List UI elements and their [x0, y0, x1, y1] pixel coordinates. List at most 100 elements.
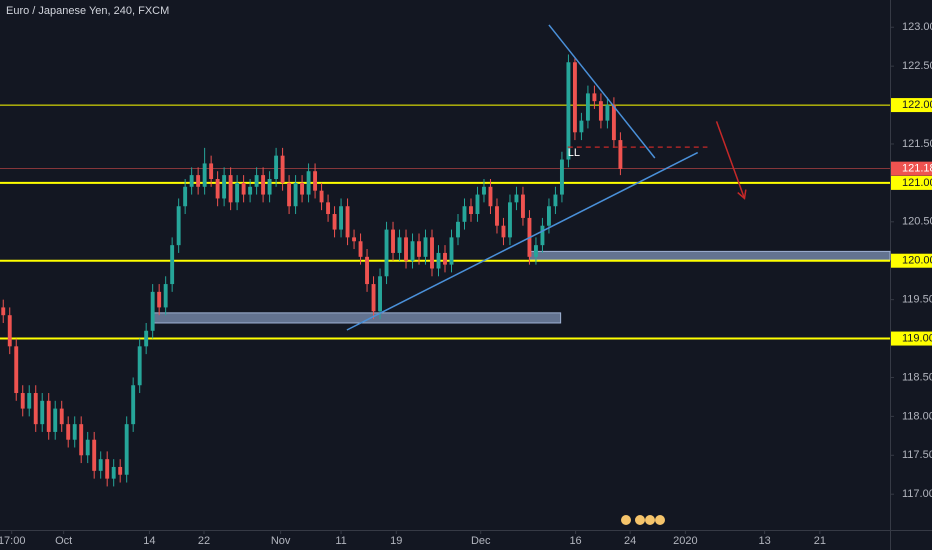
candle-body: [137, 346, 142, 386]
arrow-head: [737, 189, 747, 200]
candle-body: [443, 252, 447, 265]
candle-body: [79, 424, 84, 456]
level-label-box: [891, 175, 932, 190]
x-tick-label: 21: [814, 535, 826, 547]
candle-body: [611, 105, 616, 141]
x-tick-label: 2020: [673, 535, 697, 547]
level-label: 122.000: [902, 99, 932, 111]
candle-body: [280, 155, 285, 183]
candle-body: [521, 194, 525, 218]
candle-body: [300, 182, 305, 195]
level-label: 119.000: [902, 332, 932, 344]
candle-body: [85, 439, 90, 456]
candle-body: [209, 163, 214, 180]
candle-body: [235, 182, 240, 203]
candle-body: [495, 206, 499, 226]
candle-body: [501, 225, 506, 238]
candle-body: [131, 385, 136, 425]
candle-body: [215, 179, 220, 199]
level-label: 121.000: [902, 177, 932, 189]
candle-body: [462, 206, 467, 222]
current-price-box: [891, 161, 932, 176]
candle-body: [66, 424, 71, 440]
x-tick-label: 16: [569, 535, 581, 547]
candle-body: [449, 237, 454, 265]
y-tick-label: 123.000: [902, 21, 932, 33]
candle-body: [313, 171, 318, 191]
candle-body: [540, 225, 545, 246]
trend-line: [548, 24, 656, 159]
current-price-label: 121.183: [902, 163, 932, 175]
footer-icons: [621, 515, 665, 525]
candle-body: [605, 105, 610, 121]
level-label-box: [891, 331, 932, 346]
candle-body: [546, 206, 551, 226]
x-tick-label: 11: [335, 535, 346, 547]
level-label-box: [891, 253, 932, 268]
y-tick-label: 120.500: [902, 216, 932, 228]
candle-body: [105, 459, 110, 479]
candle-body: [163, 284, 168, 308]
zone: [528, 250, 891, 261]
candle-body: [222, 175, 227, 199]
candle-body: [579, 120, 584, 133]
x-tick-label: 19: [390, 535, 402, 547]
candle-body: [339, 206, 344, 230]
candle-body: [183, 186, 188, 207]
candle-body: [559, 159, 564, 195]
candle-body: [40, 400, 45, 425]
candle-body: [176, 206, 181, 246]
candle-body: [456, 221, 460, 238]
candle-body: [482, 186, 486, 195]
candle-body: [170, 245, 175, 285]
trend-line: [346, 151, 699, 331]
candles: [1, 54, 623, 487]
candle-body: [488, 186, 493, 207]
x-tick-label: Oct: [55, 535, 72, 547]
candle-body: [514, 194, 519, 203]
candle-body: [378, 276, 382, 312]
candle-body: [1, 307, 6, 316]
candle-body: [585, 93, 590, 121]
candle-body: [352, 237, 356, 242]
candle-body: [267, 179, 272, 195]
candle-body: [287, 182, 292, 207]
candle-body: [293, 182, 298, 207]
candle-body: [241, 182, 246, 195]
candle-body: [72, 424, 77, 440]
x-tick-label: 22: [198, 535, 210, 547]
candle-body: [326, 202, 331, 215]
candle-body: [254, 175, 259, 187]
candle-body: [202, 163, 207, 187]
y-tick-label: 119.500: [902, 294, 932, 306]
candle-body: [332, 214, 337, 230]
x-tick-label: Dec: [471, 535, 491, 547]
candle-body: [306, 171, 311, 195]
candle-body: [572, 62, 577, 133]
candle-body: [248, 186, 253, 195]
candle-body: [124, 424, 129, 475]
y-tick-label: 117.500: [902, 449, 932, 461]
candle-body: [118, 466, 123, 475]
candle-body: [27, 393, 32, 409]
candle-body: [410, 241, 415, 261]
x-tick-label: Nov: [271, 535, 291, 547]
x-tick-label: 14: [143, 535, 155, 547]
candle-body: [371, 284, 376, 312]
candle-body: [150, 291, 155, 331]
candle-body: [345, 206, 350, 238]
x-tick-label: 24: [624, 535, 636, 547]
candle-body: [111, 466, 116, 479]
y-tick-label: 118.500: [902, 371, 932, 383]
candle-body: [144, 330, 149, 347]
candle-body: [365, 256, 369, 285]
candle-body: [404, 237, 408, 261]
y-tick-label: 118.000: [902, 410, 932, 422]
candle-body: [228, 175, 233, 203]
x-tick-label: 13: [758, 535, 770, 547]
candle-body: [417, 241, 421, 257]
y-tick-label: 121.500: [902, 138, 932, 150]
x-tick-label: 17:00: [0, 535, 25, 547]
candle-body: [189, 175, 194, 187]
